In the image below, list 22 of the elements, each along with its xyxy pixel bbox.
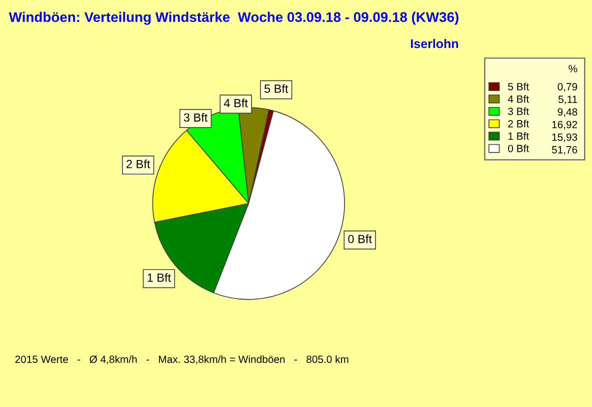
legend-label: 1 Bft: [508, 132, 529, 140]
legend-title: %: [568, 65, 578, 72]
legend-label: 2 Bft: [508, 120, 529, 128]
text: 2015 Werte - Ø 4,8km/h - Max. 33,8km/h = Windböen - 805.0 km: [15, 355, 348, 364]
chart-subtitle: Iserlohn: [411, 38, 458, 48]
chart-title: Windböen: Verteilung Windstärke Woche 03.09.18 - 09.09.18 (KW36): [8, 12, 458, 25]
slice-label: 4 Bft: [224, 98, 248, 108]
slice-label: 1 Bft: [148, 273, 171, 282]
data-label: 9,48: [558, 108, 578, 117]
data-label: 0,79: [558, 83, 578, 92]
slice-label: 5 Bft: [264, 84, 288, 93]
data-label: 5,11: [558, 96, 578, 104]
slice-label: 2 Bft: [126, 160, 150, 168]
legend-label: 3 Bft: [508, 107, 529, 116]
data-label: 15,93: [552, 133, 578, 142]
legend-label: 5 Bft: [508, 82, 529, 90]
slice-label: 0 Bft: [348, 234, 372, 244]
data-label: 16,92: [552, 120, 578, 130]
legend-label: 4 Bft: [508, 95, 529, 103]
data-label: 51,76: [552, 146, 578, 155]
legend-label: 0 Bft: [508, 144, 529, 152]
slice-label: 3 Bft: [184, 113, 208, 122]
